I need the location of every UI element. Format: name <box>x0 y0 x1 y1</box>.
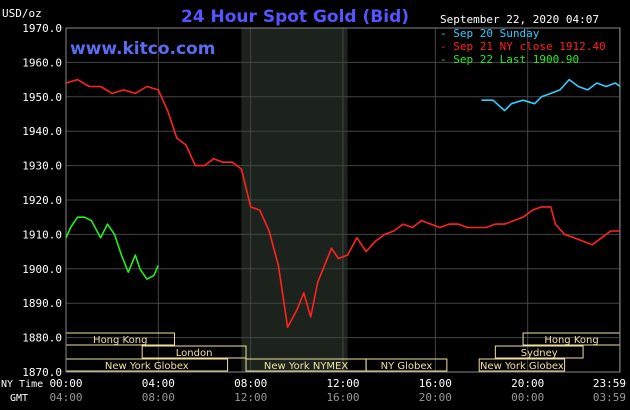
x-tick-ny: 16:00 <box>419 377 452 390</box>
series-line <box>481 78 621 112</box>
session-label: London <box>176 348 213 359</box>
session-label: NY Globex <box>381 361 433 372</box>
ny-time-label: NY Time <box>1 379 43 390</box>
y-tick-label: 1880.0 <box>22 332 62 345</box>
x-tick-gmt: 12:00 <box>234 391 267 404</box>
y-tick-label: 1930.0 <box>22 160 62 173</box>
timestamp: September 22, 2020 04:07 <box>440 13 599 26</box>
session-label: Sydney <box>521 348 558 359</box>
session-label: Hong Kong <box>544 335 598 346</box>
session-label: New York Globex <box>105 361 189 372</box>
y-tick-label: 1970.0 <box>22 22 62 35</box>
watermark: www.kitco.com <box>70 39 215 59</box>
gmt-label: GMT <box>10 393 28 404</box>
legend-entry: - Sep 21 NY close 1912.40 <box>440 40 606 53</box>
session-label: Hong Kong <box>93 335 147 346</box>
legend-entry: - Sep 20 Sunday <box>440 27 540 40</box>
x-tick-gmt: 03:59 <box>593 391 626 404</box>
legend: - Sep 20 Sunday- Sep 21 NY close 1912.40… <box>440 27 606 66</box>
x-tick-ny: 08:00 <box>234 377 267 390</box>
y-tick-label: 1960.0 <box>22 56 62 69</box>
series-line <box>65 216 160 280</box>
x-tick-ny: 20:00 <box>511 377 544 390</box>
x-tick-gmt: 04:00 <box>49 391 82 404</box>
x-tick-gmt: 08:00 <box>142 391 175 404</box>
session-box <box>365 358 448 372</box>
y-tick-label: 1900.0 <box>22 263 62 276</box>
x-tick-ny: 04:00 <box>142 377 175 390</box>
unit-label: USD/oz <box>2 7 42 20</box>
price-series <box>65 78 621 329</box>
y-tick-label: 1950.0 <box>22 91 62 104</box>
session-label: New York NYMEX <box>264 361 349 372</box>
x-axis-ticks: 00:0004:0004:0008:0008:0012:0012:0016:00… <box>49 377 626 404</box>
x-tick-ny: 23:59 <box>593 377 626 390</box>
market-sessions: Hong Kong London New York Globex New York N… <box>65 332 621 372</box>
session-box <box>141 345 247 359</box>
x-tick-gmt: 20:00 <box>419 391 452 404</box>
y-tick-label: 1920.0 <box>22 194 62 207</box>
x-tick-gmt: 00:00 <box>511 391 544 404</box>
legend-entry: - Sep 22 Last 1900.90 <box>440 53 579 66</box>
series-line <box>65 78 620 329</box>
y-axis-ticks: 1970.0 1960.0 1950.0 1940.0 1930.0 1920.0 1910… <box>22 22 62 379</box>
y-tick-label: 1870.0 <box>22 366 62 379</box>
session-box <box>494 345 584 359</box>
y-tick-label: 1940.0 <box>22 125 62 138</box>
session-label: New York Globex <box>480 361 564 372</box>
x-tick-gmt: 16:00 <box>326 391 359 404</box>
x-tick-ny: 12:00 <box>326 377 359 390</box>
x-tick-ny: 00:00 <box>49 377 82 390</box>
y-tick-label: 1890.0 <box>22 297 62 310</box>
session-box <box>478 358 566 372</box>
plot-frame <box>65 27 621 373</box>
chart-title: 24 Hour Spot Gold (Bid) <box>181 7 409 27</box>
y-tick-label: 1910.0 <box>22 228 62 241</box>
